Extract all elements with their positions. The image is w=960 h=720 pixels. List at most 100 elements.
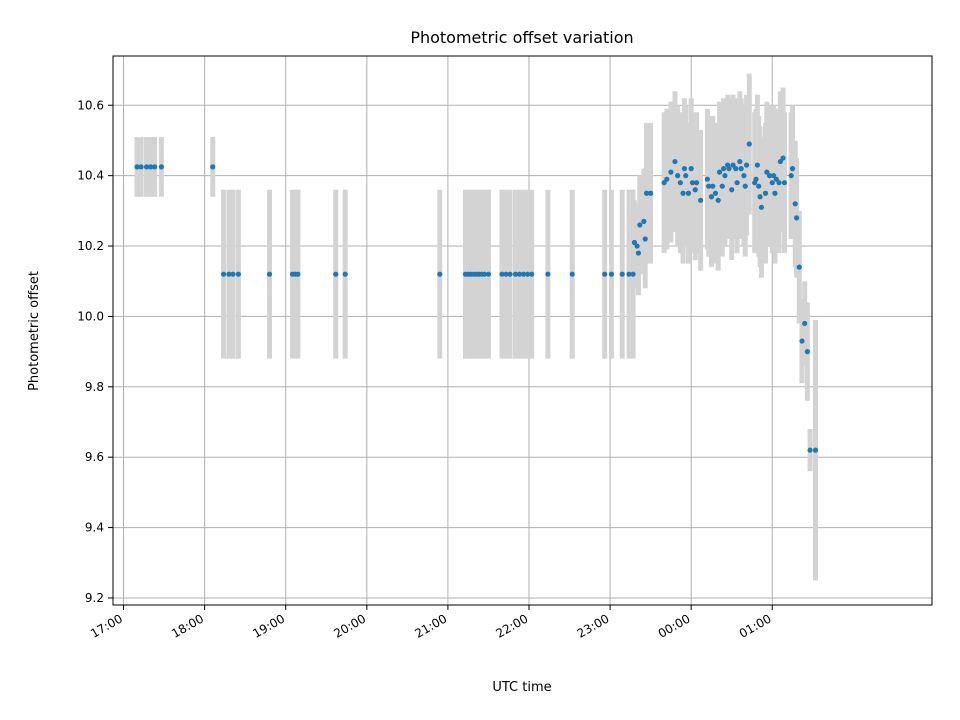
data-point [710, 183, 716, 189]
data-point [295, 271, 301, 277]
data-point [776, 180, 782, 186]
y-tick-label: 9.2 [85, 591, 104, 605]
data-point [777, 158, 783, 165]
data-point [753, 176, 759, 182]
data-point [672, 158, 678, 165]
data-point [635, 250, 642, 256]
data-point [716, 169, 723, 175]
data-point [677, 180, 683, 186]
data-point [266, 271, 273, 277]
data-point [680, 190, 686, 196]
data-point [698, 197, 704, 203]
y-axis-ticks: 9.2 9.4 9.6 9.8 10.0 10.2 10.4 10.6 [77, 98, 113, 605]
data-point [726, 166, 732, 172]
x-axis-ticks: 17:00 18:00 19:00 20:00 21:00 22:00 23:00 00:00… [88, 605, 774, 641]
data-point [529, 271, 535, 277]
data-point [693, 180, 700, 186]
data-point [481, 271, 487, 277]
data-point [792, 201, 798, 207]
data-point [437, 271, 443, 277]
data-point [706, 183, 712, 189]
data-point [738, 166, 744, 172]
data-point [804, 349, 810, 355]
y-tick-label: 10.2 [77, 239, 104, 253]
data-point [704, 176, 710, 182]
data-point [235, 271, 242, 277]
data-point [485, 271, 492, 277]
data-point [602, 271, 608, 277]
data-point [746, 141, 752, 147]
data-point [708, 194, 715, 200]
data-point [764, 169, 770, 175]
data-point [158, 164, 164, 170]
data-point [516, 271, 523, 277]
y-tick-label: 10.6 [77, 98, 104, 112]
x-tick-label: 21:00 [412, 611, 449, 640]
data-point [772, 190, 778, 196]
data-point [712, 190, 719, 196]
data-point [754, 162, 760, 168]
data-point [796, 264, 802, 270]
data-point [733, 166, 739, 172]
y-axis-label: Photometric offset [27, 271, 42, 391]
x-tick-label: 20:00 [331, 611, 368, 640]
data-point [226, 271, 232, 277]
x-tick-label: 01:00 [737, 611, 774, 640]
data-points [134, 141, 819, 453]
data-point [641, 218, 647, 225]
data-point [668, 169, 674, 175]
data-point [742, 183, 748, 189]
data-point [771, 173, 777, 179]
x-tick-label: 00:00 [656, 611, 693, 640]
data-point [147, 164, 154, 170]
data-point [741, 173, 747, 179]
data-point [608, 271, 615, 277]
data-point [721, 166, 727, 172]
data-point [692, 187, 698, 193]
data-point [503, 271, 509, 277]
data-point [681, 166, 688, 172]
data-point [675, 173, 681, 179]
data-point [637, 222, 643, 228]
data-point [799, 338, 805, 344]
data-point [210, 164, 216, 170]
data-point [757, 194, 763, 200]
data-point [719, 183, 725, 189]
data-point [634, 243, 640, 249]
data-point [520, 271, 527, 277]
data-point [134, 164, 140, 170]
data-point [812, 447, 819, 453]
data-point [769, 180, 775, 186]
data-point [756, 183, 762, 189]
data-point [715, 197, 721, 203]
data-point [773, 176, 779, 182]
data-point [688, 166, 694, 172]
data-point [685, 190, 692, 196]
data-point [789, 166, 796, 172]
error-bars [134, 73, 819, 581]
y-tick-label: 9.4 [85, 521, 104, 535]
data-point [619, 271, 625, 277]
data-point [722, 173, 728, 179]
data-point [664, 176, 670, 182]
chart-title: Photometric offset variation [410, 28, 633, 47]
x-tick-label: 19:00 [250, 611, 287, 640]
data-point [743, 162, 750, 168]
data-point [626, 271, 632, 277]
data-point [569, 271, 575, 277]
data-point [230, 271, 236, 277]
data-point [661, 180, 667, 186]
data-point [143, 164, 150, 170]
data-point [737, 158, 743, 165]
data-point [545, 271, 551, 277]
y-tick-label: 9.6 [85, 450, 104, 464]
data-point [512, 271, 519, 277]
data-point [138, 164, 144, 170]
data-point [758, 204, 765, 210]
x-tick-label: 17:00 [88, 611, 125, 640]
data-point [643, 190, 650, 196]
plot-frame [112, 55, 933, 606]
data-point [762, 190, 769, 196]
x-tick-label: 22:00 [494, 611, 531, 640]
